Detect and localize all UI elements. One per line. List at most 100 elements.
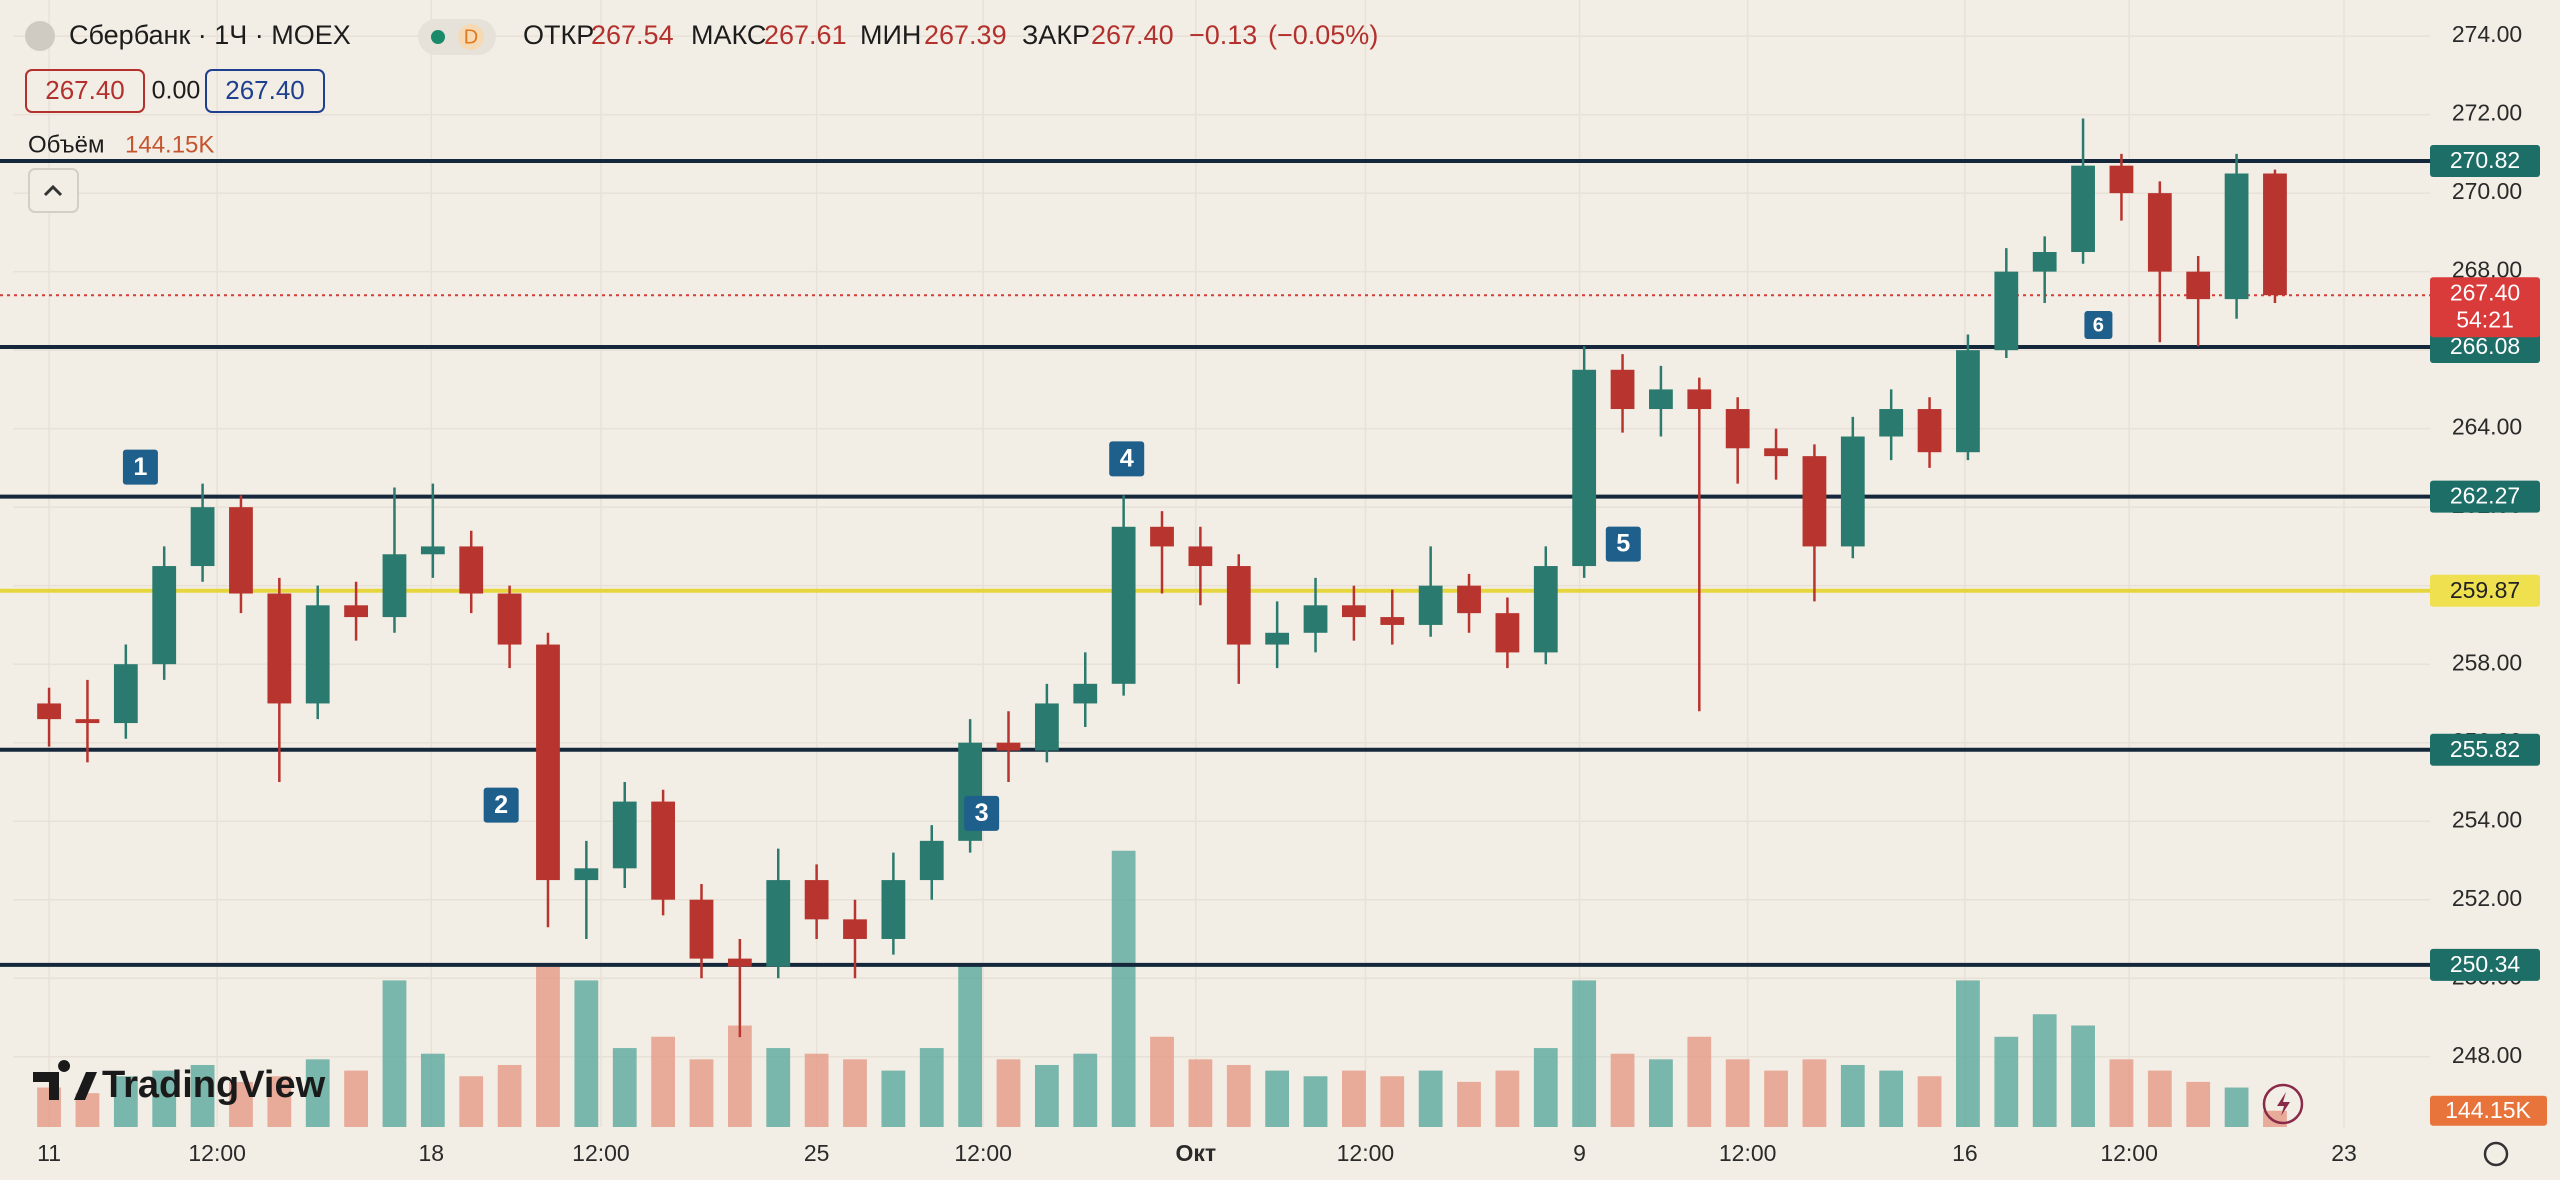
y-tick-label: 252.00 [2452, 885, 2522, 911]
candle-body [843, 919, 867, 939]
annotation-box [483, 787, 519, 823]
volume-pane [37, 850, 2287, 1127]
interval-badge-bg [458, 24, 484, 50]
candle-body [2071, 165, 2095, 253]
volume-bar [1303, 1076, 1328, 1127]
candle-body [2109, 165, 2134, 194]
candle-body [152, 566, 177, 665]
candle-body [1342, 605, 1366, 618]
candle-body [1687, 389, 1712, 410]
candle-body [1917, 409, 1942, 453]
y-tick-label: 272.00 [2452, 100, 2522, 126]
volume-bar [881, 1070, 906, 1127]
volume-bar [804, 1053, 829, 1127]
watermark-text: TradingView [102, 1064, 326, 1106]
volume-bar [919, 1048, 944, 1127]
annotation-box [2084, 311, 2113, 340]
candle-body [919, 840, 944, 881]
annotation-box [1605, 526, 1641, 562]
countdown: 54:21 [2456, 306, 2514, 332]
status-pill [418, 19, 496, 55]
volume-bar [1533, 1048, 1558, 1127]
x-tick-label: 12:00 [2100, 1140, 2158, 1166]
level-label-box [2430, 144, 2540, 177]
level-label: 250.34 [2450, 951, 2521, 977]
level-label-box [2430, 480, 2540, 513]
x-tick-label: 23 [2331, 1140, 2357, 1166]
volume-bar [1610, 1053, 1635, 1127]
candle-body [1303, 605, 1328, 633]
volume-bar [1457, 1081, 1481, 1127]
volume-bar [2147, 1070, 2172, 1127]
volume-bar [574, 980, 599, 1127]
sell-price[interactable]: 267.40 [45, 75, 125, 105]
x-tick-label: 25 [804, 1140, 830, 1166]
volume-bar [1956, 980, 1980, 1127]
volume-bar [229, 1081, 253, 1127]
symbol-title[interactable]: Сбербанк · 1Ч · MOEX [69, 20, 351, 50]
candle-body [1840, 436, 1865, 547]
volume-bar [1649, 1059, 1673, 1127]
buy-price[interactable]: 267.40 [225, 75, 305, 105]
y-tick-label: 274.00 [2452, 21, 2522, 47]
volume-bar [382, 980, 407, 1127]
volume-bar [1342, 1070, 1366, 1127]
volume-bar [2071, 1025, 2095, 1127]
volume-bar [497, 1064, 522, 1127]
candle-body [1073, 683, 1098, 704]
candle-body [804, 880, 829, 920]
low-value: 267.39 [924, 20, 1007, 50]
x-tick-label: 12:00 [1337, 1140, 1395, 1166]
volume-bar [459, 1076, 484, 1127]
x-tick-label: 12:00 [1719, 1140, 1777, 1166]
x-tick-label: 11 [37, 1140, 61, 1166]
candle-body [727, 958, 752, 967]
volume-bar [1034, 1064, 1059, 1127]
lightning-icon [2277, 1092, 2290, 1116]
volume-bar [958, 963, 983, 1127]
annotation-box [964, 795, 1000, 831]
annotation-box [122, 449, 158, 485]
volume-bar [190, 1064, 215, 1127]
volume-bar [152, 1070, 177, 1127]
candle-body [1956, 350, 1980, 453]
volume-bar [2109, 1059, 2134, 1127]
annotation-box [1109, 441, 1145, 477]
volume-bar [727, 1025, 752, 1127]
candle-body [574, 868, 599, 881]
candle-body [2186, 271, 2211, 300]
volume-legend-value: 144.15K [125, 131, 214, 158]
change-value: −0.13 [1189, 20, 1257, 50]
x-tick-label: Окт [1175, 1140, 1216, 1166]
buy-box[interactable] [205, 69, 325, 113]
candle-body [190, 507, 215, 567]
sell-box[interactable] [25, 69, 145, 113]
volume-bar [1265, 1070, 1290, 1127]
level-label: 270.82 [2450, 147, 2520, 173]
y-tick-label: 254.00 [2452, 806, 2522, 832]
volume-bar [612, 1048, 637, 1127]
volume-bar [843, 1059, 867, 1127]
volume-bar [1764, 1070, 1788, 1127]
candle-body [1226, 566, 1251, 645]
high-value: 267.61 [764, 20, 847, 50]
volume-bar [996, 1059, 1021, 1127]
volume-bar [1226, 1064, 1251, 1127]
change-percent: (−0.05%) [1268, 20, 1378, 50]
candle-body [1111, 526, 1136, 684]
low-label: МИН [860, 20, 921, 50]
candle-body [1034, 703, 1059, 751]
candle-body [497, 593, 522, 645]
collapse-button[interactable] [28, 168, 79, 213]
candle-body [1457, 585, 1481, 614]
candle-body [1188, 546, 1213, 567]
lightning-button[interactable] [2262, 1083, 2304, 1125]
volume-bar [1687, 1036, 1712, 1127]
candle-body [2224, 173, 2249, 300]
settings-button[interactable] [2483, 1141, 2509, 1167]
collapse-chevron [43, 184, 63, 197]
candle-body [267, 593, 292, 704]
candle-body [1380, 617, 1405, 625]
volume-bar [1073, 1053, 1098, 1127]
y-tick-label: 264.00 [2452, 414, 2522, 440]
